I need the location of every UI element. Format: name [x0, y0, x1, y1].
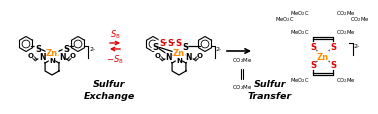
- Text: −S$_8$: −S$_8$: [106, 53, 124, 65]
- Text: MeO$_2$C: MeO$_2$C: [290, 76, 310, 85]
- Text: S: S: [310, 43, 316, 52]
- Text: CO$_2$Me: CO$_2$Me: [336, 76, 356, 85]
- Text: S: S: [35, 44, 41, 53]
- Text: S: S: [152, 42, 158, 51]
- Text: O: O: [155, 53, 161, 58]
- Text: S: S: [175, 38, 181, 47]
- Text: N: N: [186, 53, 192, 62]
- Text: N: N: [166, 53, 172, 62]
- Text: CO$_2$Me: CO$_2$Me: [232, 56, 252, 64]
- Text: CO$_2$Me: CO$_2$Me: [336, 28, 356, 37]
- Text: Zn: Zn: [317, 52, 329, 61]
- Text: MeO$_2$C: MeO$_2$C: [290, 28, 310, 37]
- Text: S: S: [310, 61, 316, 70]
- Text: S: S: [330, 61, 336, 70]
- Text: 2-: 2-: [354, 44, 360, 49]
- Text: N: N: [59, 53, 65, 62]
- Text: S: S: [167, 38, 173, 47]
- Text: N: N: [176, 57, 182, 63]
- Text: O: O: [70, 53, 76, 58]
- Text: CO$_2$Me: CO$_2$Me: [232, 82, 252, 91]
- Text: MeO$_2$C: MeO$_2$C: [275, 15, 295, 24]
- Text: N: N: [49, 57, 55, 63]
- Text: S: S: [63, 44, 69, 53]
- Text: S: S: [159, 38, 165, 47]
- Text: MeO$_2$C: MeO$_2$C: [290, 9, 310, 18]
- Text: Sulfur
Transfer: Sulfur Transfer: [248, 79, 292, 100]
- Text: N: N: [39, 53, 45, 62]
- Text: CO$_2$Me: CO$_2$Me: [336, 9, 356, 18]
- Text: S: S: [330, 43, 336, 52]
- Text: Zn: Zn: [46, 48, 58, 57]
- Text: Sulfur
Exchange: Sulfur Exchange: [83, 79, 135, 100]
- Text: 2-: 2-: [216, 47, 222, 52]
- Text: 2-: 2-: [89, 47, 95, 52]
- Text: Zn: Zn: [173, 48, 185, 57]
- Text: CO$_2$Me: CO$_2$Me: [350, 15, 370, 24]
- Text: S$_8$: S$_8$: [110, 28, 120, 41]
- Text: O: O: [197, 53, 203, 58]
- Text: O: O: [28, 53, 34, 58]
- Text: S: S: [182, 42, 188, 51]
